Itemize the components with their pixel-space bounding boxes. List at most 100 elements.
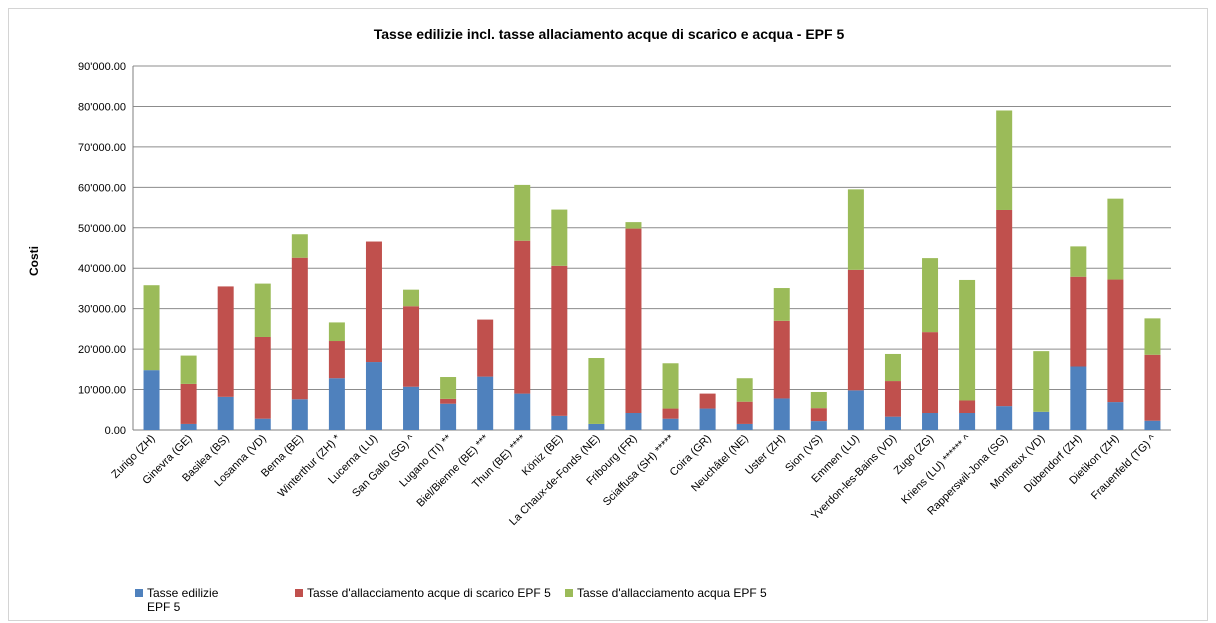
bar-segment-series-2 (736, 401, 753, 424)
x-tick-label: Uster (ZH) (743, 433, 788, 478)
bar-segment-series-2 (625, 228, 642, 414)
bar-segment-series-2 (847, 269, 864, 391)
y-tick-label: 30'000.00 (78, 304, 126, 316)
y-tick-label: 10'000.00 (78, 385, 126, 397)
legend-swatch (135, 589, 143, 597)
bar-segment-series-3 (1107, 198, 1124, 280)
bar-segment-series-3 (1070, 246, 1087, 277)
bar-segment-series-1 (217, 396, 234, 430)
bar-segment-series-3 (773, 288, 790, 321)
bar-segment-series-1 (440, 403, 457, 430)
bar-segment-series-1 (1070, 366, 1087, 430)
bar-segment-series-2 (773, 320, 790, 399)
bar-segment-series-2 (996, 209, 1013, 407)
y-axis-ticks: 0.00 10'000.00 20'000.00 30'000.00 40'000.00… (78, 61, 126, 437)
bar-segment-series-1 (996, 406, 1013, 430)
bar-segment-series-2 (403, 306, 420, 387)
y-tick-label: 80'000.00 (78, 101, 126, 113)
bar-segment-series-2 (440, 398, 457, 404)
x-tick-label: Biel/Bienne (BE) *** (415, 432, 492, 509)
bar-segment-series-1 (699, 408, 716, 430)
bar-segment-series-1 (625, 413, 642, 430)
bar-segment-series-3 (1144, 318, 1161, 355)
bar-segment-series-2 (254, 336, 271, 419)
y-tick-label: 90'000.00 (78, 61, 126, 73)
bar-segment-series-1 (773, 398, 790, 430)
bar-segment-series-1 (1144, 420, 1161, 430)
x-axis-ticks: Zurigo (ZH)Ginevra (GE)Basilea (BS)Losan… (109, 432, 1159, 528)
bar-segment-series-3 (922, 258, 939, 333)
x-tick-label: San Gallo (SG) ^ (350, 432, 418, 500)
bar-segment-series-1 (143, 370, 160, 430)
legend-swatch (565, 589, 573, 597)
legend: Tasse edilizie EPF 5 Tasse d'allacciamento… (135, 586, 767, 614)
bar-segment-series-3 (403, 289, 420, 307)
bar-segment-series-2 (1144, 354, 1161, 421)
bar-segment-series-1 (810, 421, 827, 430)
bar-segment-series-2 (922, 332, 939, 414)
y-tick-label: 50'000.00 (78, 223, 126, 235)
bar-segment-series-1 (328, 378, 345, 430)
bar-segment-series-3 (996, 110, 1013, 210)
bar-segment-series-1 (922, 413, 939, 430)
bar-segment-series-1 (551, 415, 568, 430)
bar-segment-series-2 (810, 408, 827, 422)
bar-segment-series-1 (477, 376, 494, 430)
bar-segment-series-3 (254, 283, 271, 337)
bar-segment-series-2 (1107, 279, 1124, 403)
bar-segment-series-3 (551, 209, 568, 266)
bar-segment-series-1 (588, 423, 605, 430)
bar-segment-series-1 (514, 393, 531, 430)
bar-segment-series-3 (180, 355, 197, 384)
bar-segment-series-2 (959, 400, 976, 414)
bar-segment-series-2 (477, 319, 494, 377)
bar-segment-series-2 (551, 265, 568, 416)
legend-swatch (295, 589, 303, 597)
bar-segment-series-3 (662, 363, 679, 409)
bar-segment-series-1 (1107, 402, 1124, 430)
bar-segment-series-3 (440, 377, 457, 399)
bar-segment-series-3 (1033, 351, 1050, 412)
bar-segment-series-2 (328, 341, 345, 379)
y-tick-label: 70'000.00 (78, 142, 126, 154)
bar-segment-series-2 (291, 257, 308, 400)
bar-segment-series-3 (143, 285, 160, 371)
chart-frame: Tasse edilizie incl. tasse allaciamento … (8, 8, 1208, 621)
x-tick-label: Sciaffusa (SH) ***** (601, 432, 677, 508)
x-tick-label: Winterthur (ZH) * (276, 432, 344, 500)
bar-segment-series-2 (699, 393, 716, 409)
bar-segment-series-1 (662, 418, 679, 430)
bar-segment-series-3 (810, 391, 827, 409)
legend-label: Tasse edilizie EPF 5 (147, 586, 219, 614)
bar-segment-series-1 (291, 399, 308, 430)
bar-segment-series-1 (365, 362, 382, 430)
bar-segment-series-1 (254, 418, 271, 430)
bar-segment-series-2 (884, 381, 901, 417)
bar-segment-series-1 (736, 423, 753, 430)
y-axis-label: Costi (27, 246, 41, 276)
bar-segment-series-3 (588, 358, 605, 424)
bar-segment-series-3 (847, 189, 864, 270)
legend-label: Tasse d'allacciamento acqua EPF 5 (577, 586, 767, 600)
bar-segment-series-2 (365, 241, 382, 363)
bar-segment-series-3 (736, 378, 753, 402)
gridlines (132, 65, 1171, 431)
bar-segment-series-1 (959, 413, 976, 430)
bar-segment-series-2 (217, 286, 234, 397)
bar-segment-series-1 (1033, 411, 1050, 430)
x-tick-label: Kriens (LU) ****** ^ (899, 432, 974, 507)
y-tick-label: 60'000.00 (78, 182, 126, 194)
y-tick-label: 0.00 (105, 425, 126, 437)
bar-segment-series-1 (884, 416, 901, 430)
bars (143, 110, 1161, 430)
stacked-bar-chart: Tasse edilizie incl. tasse allaciamento … (27, 26, 1171, 614)
y-tick-label: 40'000.00 (78, 263, 126, 275)
bar-segment-series-3 (291, 234, 308, 258)
bar-segment-series-2 (180, 383, 197, 424)
x-tick-label: Frauenfeld (TG) ^ (1089, 432, 1159, 502)
bar-segment-series-3 (625, 222, 642, 229)
bar-segment-series-2 (514, 240, 531, 394)
bar-segment-series-2 (1070, 276, 1087, 367)
legend-label: Tasse d'allacciamento acque di scarico E… (307, 586, 551, 600)
y-tick-label: 20'000.00 (78, 344, 126, 356)
